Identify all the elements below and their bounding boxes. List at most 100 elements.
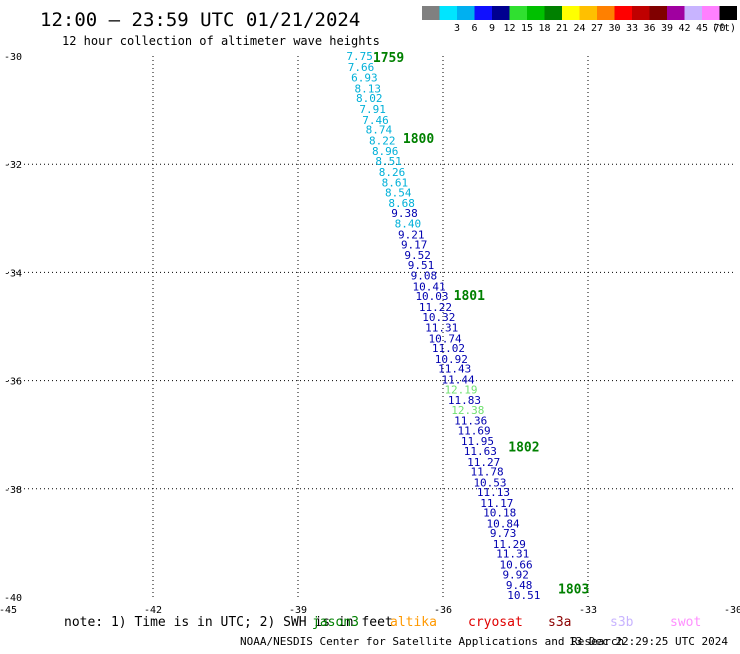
satellite-name-s3b: s3b	[610, 615, 634, 630]
wave-height-value: 8.54	[385, 186, 412, 199]
legend-swatch	[684, 6, 702, 20]
legend-swatch	[579, 6, 597, 20]
legend-swatch	[509, 6, 527, 20]
wave-height-value: 10.92	[435, 353, 468, 366]
wave-height-value: 11.27	[467, 456, 500, 469]
wave-height-value: 8.02	[356, 92, 383, 105]
wave-height-value: 8.61	[382, 177, 409, 190]
axis-tick-labels: -30 -32 -34 -36 -38 -40-45 -42 -39 -36 -33 -30	[0, 52, 740, 616]
lat-tick-label: -40	[4, 593, 22, 604]
wave-height-value: 10.18	[483, 507, 516, 520]
legend-swatch	[719, 6, 737, 20]
legend-swatch	[649, 6, 667, 20]
legend-tick-label: 15	[521, 23, 533, 34]
track-time-label: 1803	[558, 582, 589, 597]
legend-swatch	[597, 6, 615, 20]
legend-swatch	[527, 6, 545, 20]
wave-height-value: 9.52	[404, 249, 431, 262]
wave-height-value: 8.40	[395, 218, 422, 231]
satellite-name-s3a: s3a	[548, 615, 571, 630]
legend-tick-label: 3	[454, 23, 460, 34]
wave-height-value: 11.83	[448, 394, 481, 407]
satellite-name-altika: altika	[390, 615, 437, 630]
lat-tick-label: -30	[4, 52, 22, 63]
wave-height-value: 9.17	[401, 238, 428, 251]
wave-height-value: 9.51	[408, 259, 435, 272]
legend-tick-label: 6	[471, 23, 477, 34]
satellite-track: 7.757.666.938.138.027.917.468.748.228.96…	[346, 50, 540, 602]
wave-height-value: 11.31	[425, 322, 458, 335]
wave-height-value: 9.08	[411, 270, 438, 283]
legend-tick-label: 24	[573, 23, 585, 34]
wave-height-value: 6.93	[351, 72, 378, 85]
wave-height-value: 7.66	[348, 61, 375, 74]
wave-height-legend: 3 6 9 12 15 18 21 24 27 30 33 36 39 42 45 70	[422, 6, 737, 34]
wave-height-value: 8.74	[366, 124, 393, 137]
legend-swatch	[667, 6, 685, 20]
wave-height-value: 11.13	[477, 486, 510, 499]
lat-tick-label: -38	[4, 485, 22, 496]
legend-swatch	[492, 6, 510, 20]
wave-height-value: 9.38	[391, 207, 418, 220]
wave-height-value: 9.92	[502, 568, 529, 581]
wave-height-value: 7.91	[359, 103, 386, 116]
legend-tick-label: 18	[538, 23, 550, 34]
legend-tick-label: 42	[678, 23, 690, 34]
track-time-labels: 1759 1800 1801 1802 1803	[373, 51, 589, 597]
wave-height-value: 11.63	[464, 445, 497, 458]
track-time-label: 1802	[508, 441, 539, 456]
wave-height-value: 8.96	[372, 145, 399, 158]
lon-tick-label: -33	[579, 605, 597, 616]
wave-height-value: 12.38	[451, 404, 484, 417]
legend-tick-label: 12	[503, 23, 515, 34]
lon-tick-label: -36	[434, 605, 452, 616]
lat-tick-label: -32	[4, 160, 22, 171]
wave-height-value: 10.32	[422, 311, 455, 324]
wave-height-value: 11.69	[458, 424, 491, 437]
wave-height-value: 10.51	[507, 589, 540, 602]
timestamp-text: 13 Dec 22:29:25 UTC 2024	[569, 635, 728, 648]
legend-swatch	[544, 6, 562, 20]
wave-height-value: 8.13	[355, 82, 382, 95]
wave-height-value: 10.66	[500, 559, 533, 572]
lat-tick-label: -36	[4, 377, 22, 388]
legend-swatch	[614, 6, 632, 20]
wave-height-value: 10.41	[413, 280, 446, 293]
lat-tick-label: -34	[4, 268, 22, 279]
wave-height-value: 11.29	[493, 538, 526, 551]
legend-tick-label: 39	[661, 23, 673, 34]
wave-height-value: 10.53	[473, 476, 506, 489]
wave-height-value: 11.02	[432, 342, 465, 355]
wave-height-value: 8.68	[388, 197, 415, 210]
legend-swatch	[457, 6, 475, 20]
wave-height-value: 8.22	[369, 134, 396, 147]
wave-height-value: 10.74	[429, 332, 462, 345]
lat-lon-grid	[8, 56, 733, 597]
legend-swatch	[702, 6, 720, 20]
satellite-name-cryosat: cryosat	[468, 615, 523, 630]
wave-height-value: 11.43	[438, 363, 471, 376]
track-time-label: 1759	[373, 51, 404, 66]
legend-unit-label: (ft)	[712, 23, 736, 34]
wave-height-value: 11.36	[454, 415, 487, 428]
legend-tick-label: 9	[489, 23, 495, 34]
lon-tick-label: -39	[289, 605, 307, 616]
lon-tick-label: -30	[724, 605, 740, 616]
wave-height-value: 8.26	[379, 166, 406, 179]
legend-swatch	[632, 6, 650, 20]
wave-height-value: 7.46	[362, 114, 389, 127]
legend-tick-label: 27	[591, 23, 603, 34]
legend-swatch	[474, 6, 492, 20]
legend-tick-label: 45	[696, 23, 708, 34]
wave-height-value: 10.84	[487, 517, 520, 530]
wave-height-value: 8.51	[375, 155, 402, 168]
track-time-label: 1800	[403, 132, 434, 147]
wave-height-value: 11.31	[496, 548, 529, 561]
wave-height-value: 9.21	[398, 229, 425, 242]
legend-tick-label: 36	[643, 23, 655, 34]
satellite-legend: jason3 altika cryosat s3a s3b swot	[312, 615, 701, 630]
wave-height-value: 12.19	[444, 383, 477, 396]
legend-tick-label: 21	[556, 23, 568, 34]
